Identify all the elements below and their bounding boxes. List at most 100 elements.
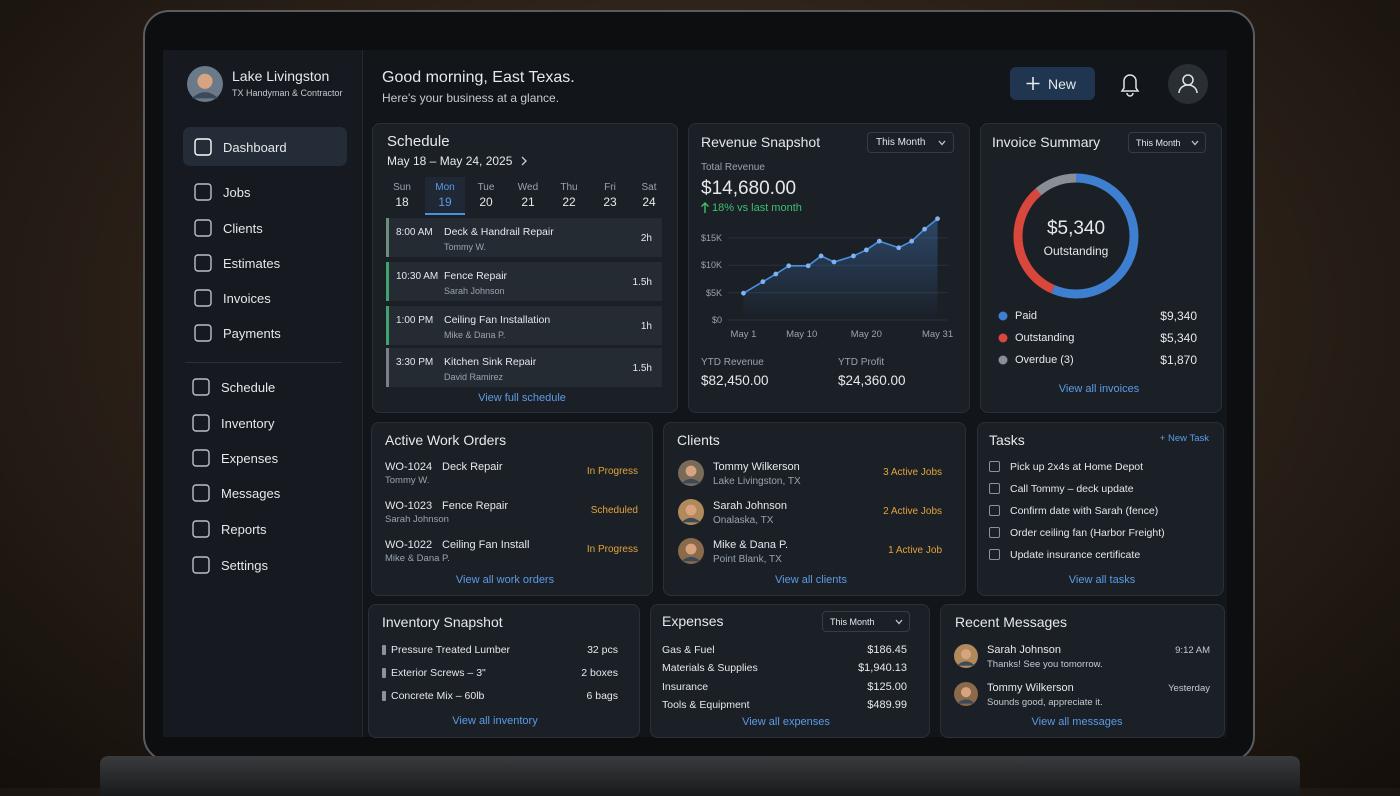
checkbox[interactable] xyxy=(989,527,1000,538)
legend-dot xyxy=(998,355,1008,365)
link[interactable]: View full schedule xyxy=(478,392,566,404)
event-row[interactable] xyxy=(386,306,662,345)
point xyxy=(863,247,869,253)
item-icon xyxy=(382,668,386,678)
nav-item[interactable]: Dashboard xyxy=(223,139,287,155)
nav-item[interactable]: Schedule xyxy=(221,379,276,395)
client-avatar-body xyxy=(681,478,701,484)
link[interactable]: View all work orders xyxy=(455,574,555,586)
link[interactable]: View all clients xyxy=(775,574,847,586)
panel-title: Recent Messages xyxy=(955,614,1068,630)
nav-item[interactable]: Expenses xyxy=(221,450,279,466)
wo-title: Fence Repair xyxy=(442,500,509,512)
client-location: Lake Livingston, TX xyxy=(713,475,801,487)
day-name[interactable]: Thu xyxy=(560,181,578,193)
link[interactable]: View all inventory xyxy=(452,715,538,727)
checkbox[interactable] xyxy=(989,505,1000,516)
client-avatar-face xyxy=(685,543,697,555)
message-text: Sounds good, appreciate it. xyxy=(987,697,1103,708)
expense-name: Gas & Fuel xyxy=(662,644,715,656)
link[interactable]: View all messages xyxy=(1031,716,1123,728)
nav-item[interactable]: Estimates xyxy=(223,255,281,271)
checkbox[interactable] xyxy=(989,461,1000,472)
link[interactable]: View all invoices xyxy=(1058,383,1140,395)
message-time: Yesterday xyxy=(1168,683,1210,694)
day-name[interactable]: Sat xyxy=(641,181,657,193)
user-button[interactable] xyxy=(1168,64,1208,104)
client-avatar-body xyxy=(681,556,701,562)
link[interactable]: View all tasks xyxy=(1068,574,1136,586)
point xyxy=(741,290,746,296)
clients-panel xyxy=(663,422,966,596)
nav-item[interactable]: Reports xyxy=(221,521,267,537)
nav-item[interactable]: Jobs xyxy=(223,184,251,200)
y-tick-label: $15K xyxy=(700,232,722,243)
day-name[interactable]: Fri xyxy=(604,181,616,193)
event-time: 10:30 AM xyxy=(396,270,439,282)
nav-item[interactable]: Inventory xyxy=(221,415,275,431)
y-tick-label: $5K xyxy=(705,287,722,298)
nav-item[interactable]: Invoices xyxy=(223,290,271,306)
tasks-panel xyxy=(977,422,1224,596)
nav-item[interactable]: Clients xyxy=(223,220,263,236)
ytd-value: $82,450.00 xyxy=(701,373,769,388)
ytd-label: YTD Revenue xyxy=(701,356,764,368)
message-name: Tommy Wilkerson xyxy=(987,682,1074,694)
wo-id: WO-1022 xyxy=(385,539,433,551)
new-button-label[interactable]: New xyxy=(1048,76,1077,92)
new-button[interactable] xyxy=(1010,67,1095,100)
point xyxy=(909,238,915,244)
day-date: 23 xyxy=(603,195,617,209)
day-name[interactable]: Sun xyxy=(393,181,411,193)
nav-icon xyxy=(194,219,212,237)
message-avatar-face xyxy=(960,687,972,698)
inventory-qty: 2 boxes xyxy=(581,667,618,679)
event-client: Sarah Johnson xyxy=(444,286,505,296)
point xyxy=(896,245,902,251)
filter[interactable] xyxy=(867,132,954,153)
task: Pick up 2x4s at Home Depot xyxy=(1010,461,1144,473)
event-title: Fence Repair xyxy=(444,270,508,282)
event-row[interactable] xyxy=(386,262,662,301)
event-client: Mike & Dana P. xyxy=(444,330,506,340)
user-icon-body xyxy=(1178,84,1198,94)
filter[interactable] xyxy=(1128,132,1206,153)
work-orders-panel xyxy=(371,422,653,596)
day-name[interactable]: Tue xyxy=(477,181,495,193)
filter[interactable] xyxy=(822,611,910,632)
panel-title: Schedule xyxy=(387,133,450,150)
event-title: Ceiling Fan Installation xyxy=(444,314,551,326)
item-icon xyxy=(382,691,386,701)
day-name[interactable]: Wed xyxy=(517,181,539,193)
nav-icon xyxy=(192,414,210,432)
expense-name: Insurance xyxy=(662,681,709,693)
point xyxy=(760,279,766,285)
task: Confirm date with Sarah (fence) xyxy=(1010,505,1159,517)
nav-item[interactable]: Settings xyxy=(221,557,268,573)
nav-item[interactable]: Payments xyxy=(223,325,281,341)
message-time: 9:12 AM xyxy=(1175,645,1210,656)
inventory-name: Exterior Screws – 3" xyxy=(391,667,486,679)
event-row[interactable] xyxy=(386,218,662,257)
legend-value: $5,340 xyxy=(1160,331,1197,345)
checkbox[interactable] xyxy=(989,549,1000,560)
ytd-value: $24,360.00 xyxy=(838,373,906,388)
nav-item[interactable]: Messages xyxy=(221,485,281,501)
checkbox[interactable] xyxy=(989,483,1000,494)
messages-panel xyxy=(940,604,1225,738)
client-avatar-face xyxy=(685,504,697,516)
day-name[interactable]: Mon xyxy=(435,181,455,193)
panel-title: Invoice Summary xyxy=(992,134,1101,150)
item-icon xyxy=(382,645,386,655)
wo-client: Sarah Johnson xyxy=(385,514,449,525)
event-row[interactable] xyxy=(386,348,662,387)
x-tick-label: May 31 xyxy=(921,329,954,340)
event-client: David Ramirez xyxy=(444,372,504,382)
y-tick-label: $0 xyxy=(711,315,722,325)
inventory-panel xyxy=(368,604,640,738)
x-tick-label: May 20 xyxy=(850,329,882,340)
day-date: 18 xyxy=(395,195,409,209)
filter-label: This Month xyxy=(830,616,875,627)
new-task[interactable]: + New Task xyxy=(1159,433,1209,444)
link[interactable]: View all expenses xyxy=(742,716,830,728)
